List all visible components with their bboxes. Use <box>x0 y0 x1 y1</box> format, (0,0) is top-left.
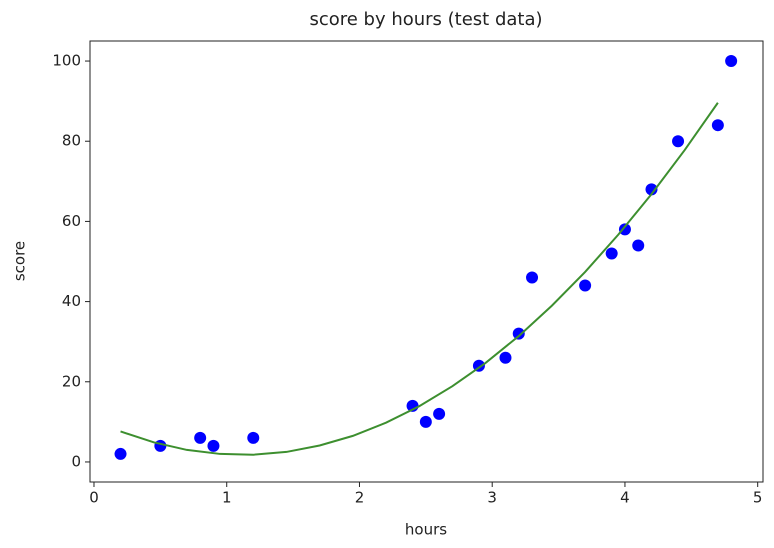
x-tick-label: 0 <box>89 489 99 507</box>
y-tick-label: 20 <box>62 372 81 390</box>
point <box>645 183 658 196</box>
point <box>114 447 127 460</box>
point <box>725 55 738 68</box>
point <box>618 223 631 236</box>
point <box>711 119 724 132</box>
point <box>247 431 260 444</box>
point <box>499 351 512 364</box>
point <box>512 327 525 340</box>
y-tick-label: 80 <box>62 132 81 150</box>
point <box>419 415 432 428</box>
y-tick-label: 60 <box>62 212 81 230</box>
x-tick-label: 4 <box>620 489 630 507</box>
point <box>605 247 618 260</box>
point <box>433 407 446 420</box>
y-tick-label: 40 <box>62 292 81 310</box>
x-tick-label: 3 <box>487 489 497 507</box>
point <box>632 239 645 252</box>
point <box>207 439 220 452</box>
x-tick-label: 5 <box>753 489 763 507</box>
point <box>672 135 685 148</box>
chart-title: score by hours (test data) <box>309 9 542 30</box>
plot-frame <box>89 40 764 483</box>
y-axis-label: score <box>11 241 29 281</box>
x-tick-label: 2 <box>355 489 365 507</box>
fit-line <box>120 102 719 456</box>
point <box>579 279 592 292</box>
x-tick-label: 1 <box>222 489 232 507</box>
y-tick-label: 0 <box>71 452 81 470</box>
point <box>526 271 539 284</box>
x-axis-label: hours <box>405 521 447 539</box>
y-tick-label: 100 <box>52 52 81 70</box>
point <box>194 431 207 444</box>
point <box>154 439 167 452</box>
